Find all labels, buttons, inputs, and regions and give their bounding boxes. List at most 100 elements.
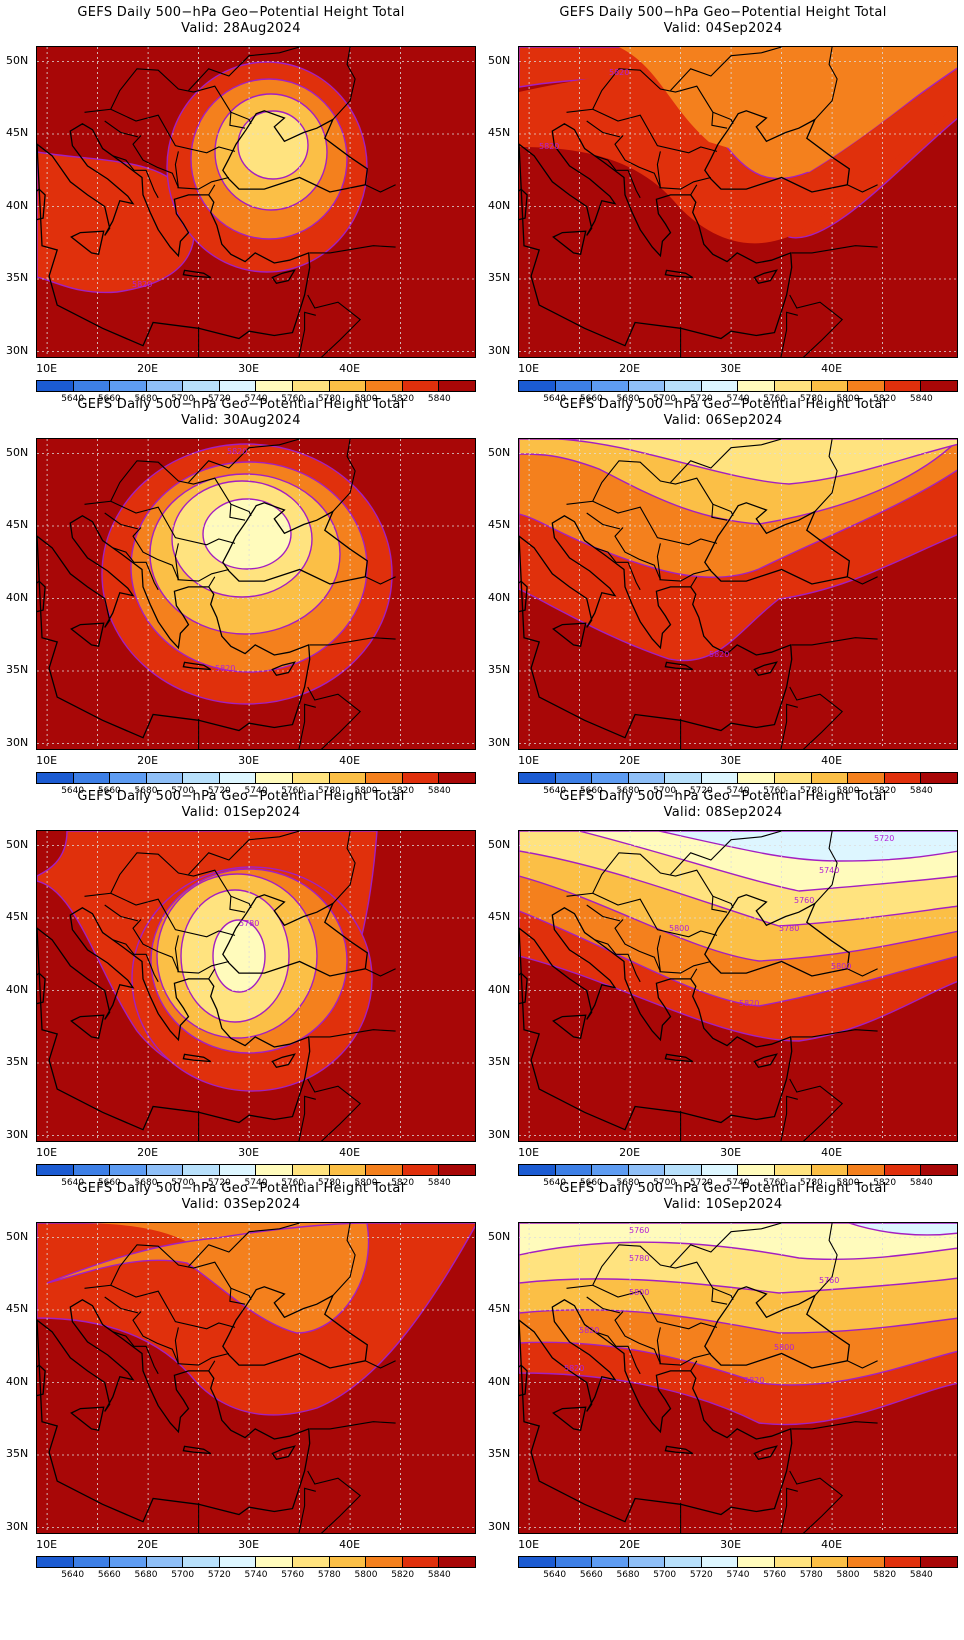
valid-date: 04Sep2024: [705, 21, 783, 36]
latitude-tick-label: 30N: [6, 1519, 29, 1533]
country-border: [112, 547, 159, 591]
colorbar-tick-label: 5720: [689, 1178, 713, 1188]
colorbar-tick-label: 5660: [579, 1570, 603, 1580]
colorbar-tick-label: 5840: [427, 1178, 451, 1188]
colorbar-swatch: [884, 1165, 922, 1175]
country-border: [670, 1223, 782, 1267]
colorbar-swatch: [628, 381, 666, 391]
latitude-tick-label: 40N: [6, 982, 29, 996]
panel-title: GEFS Daily 500−hPa Geo−Potential Height …: [77, 5, 405, 20]
contour-label: 5820: [579, 1326, 599, 1335]
map-plot-area: 5820 5820: [518, 46, 958, 358]
latitude-tick-label: 40N: [6, 1374, 29, 1388]
colorbar-swatch: [183, 381, 220, 391]
colorbar-swatch: [366, 381, 403, 391]
coastline: [664, 269, 694, 279]
colorbar-swatch: [146, 773, 184, 783]
colorbar-tick-label: 5800: [354, 394, 378, 404]
colorbar-tick-label: 5680: [134, 1570, 158, 1580]
map-plot-area: 5720 5740 5760 5780 5800 5820 5800: [518, 830, 958, 1142]
colorbar-tick-label: 5680: [134, 394, 158, 404]
contour-band-5820: [37, 1223, 475, 1416]
longitude-tick-label: 10E: [36, 754, 58, 767]
contour-band-5740: [212, 919, 266, 993]
country-border: [659, 960, 712, 974]
colorbar-tick-label: 5680: [616, 1178, 640, 1188]
country-border: [780, 703, 798, 749]
country-border: [230, 111, 252, 125]
contour-label: 5720: [874, 834, 894, 843]
contour-band-5740: [519, 1223, 957, 1261]
colorbar-tick-label: 5720: [207, 786, 231, 796]
colorbar-swatch: [848, 773, 885, 783]
country-border: [112, 939, 159, 983]
panel-title: GEFS Daily 500−hPa Geo−Potential Height …: [559, 789, 887, 804]
latitude-tick-label: 40N: [488, 198, 511, 212]
latitude-tick-label: 30N: [488, 1519, 511, 1533]
colorbar-tick-label: 5700: [653, 394, 677, 404]
colorbar-swatch: [555, 1557, 593, 1567]
colorbar: [36, 380, 476, 392]
map-panel: GEFS Daily 500−hPa Geo−Potential Height …: [482, 784, 964, 1194]
country-border: [112, 1331, 159, 1375]
latitude-tick-label: 45N: [488, 126, 511, 139]
colorbar-swatch: [219, 1165, 257, 1175]
colorbar-tick-label: 5820: [873, 1570, 897, 1580]
country-border: [307, 686, 362, 749]
colorbar-tick-label: 5780: [317, 786, 341, 796]
country-border: [208, 968, 216, 980]
colorbar-tick-label: 5740: [244, 1570, 268, 1580]
country-border: [670, 439, 782, 483]
coastline: [704, 894, 850, 977]
colorbar-tick-label: 5720: [689, 394, 713, 404]
country-border: [659, 176, 712, 190]
colorbar-swatch: [884, 773, 922, 783]
country-border: [791, 245, 878, 254]
colorbar-tick-label: 5680: [616, 394, 640, 404]
map-plot-area: 5760 5780 5760 5800 5820 5800 5820 5820: [518, 1222, 958, 1534]
latitude-tick-label: 35N: [6, 663, 29, 676]
colorbar-swatch: [110, 1557, 147, 1567]
colorbar-swatch: [519, 1165, 556, 1175]
coastline: [664, 661, 694, 671]
contour-label: 5820: [609, 68, 629, 77]
colorbar-swatch: [701, 381, 739, 391]
colorbar-tick-label: 5700: [653, 1570, 677, 1580]
longitude-tick-label: 40E: [821, 362, 843, 375]
latitude-tick-label: 30N: [488, 343, 511, 357]
longitude-tick-label: 30E: [238, 754, 260, 767]
longitude-tick-label: 40E: [821, 1146, 843, 1159]
country-border: [110, 892, 236, 938]
country-border: [847, 184, 878, 193]
longitude-tick-label: 20E: [619, 362, 641, 375]
coastline: [70, 230, 105, 256]
latitude-tick-label: 40N: [6, 198, 29, 212]
longitude-tick-label: 30E: [720, 1146, 742, 1159]
colorbar-tick-label: 5660: [579, 786, 603, 796]
colorbar-tick-label: 5800: [836, 786, 860, 796]
country-border: [84, 460, 246, 521]
country-border: [592, 892, 718, 938]
colorbar-tick-label: 5720: [689, 786, 713, 796]
country-border: [110, 500, 236, 546]
coastline: [37, 515, 311, 739]
map-panel: GEFS Daily 500−hPa Geo−Potential Height …: [0, 784, 482, 1194]
valid-prefix: Valid:: [181, 805, 224, 820]
colorbar-swatch: [775, 1165, 812, 1175]
colorbar-swatch: [665, 381, 702, 391]
contour-label: 5820: [564, 1364, 584, 1373]
colorbar-swatch: [37, 1165, 74, 1175]
country-border: [309, 1421, 396, 1430]
country-border: [789, 294, 844, 357]
latitude-tick-label: 50N: [488, 837, 511, 851]
colorbar-swatch: [519, 773, 556, 783]
colorbar-swatch: [738, 381, 776, 391]
colorbar-tick-label: 5740: [244, 394, 268, 404]
country-border: [208, 576, 216, 588]
contour-label: 5820: [539, 142, 559, 151]
colorbar-swatch: [402, 773, 440, 783]
longitude-tick-label: 10E: [518, 1146, 540, 1159]
longitude-tick-label: 40E: [821, 754, 843, 767]
colorbar-tick-label: 5840: [427, 1570, 451, 1580]
colorbar-tick-label: 5820: [391, 786, 415, 796]
